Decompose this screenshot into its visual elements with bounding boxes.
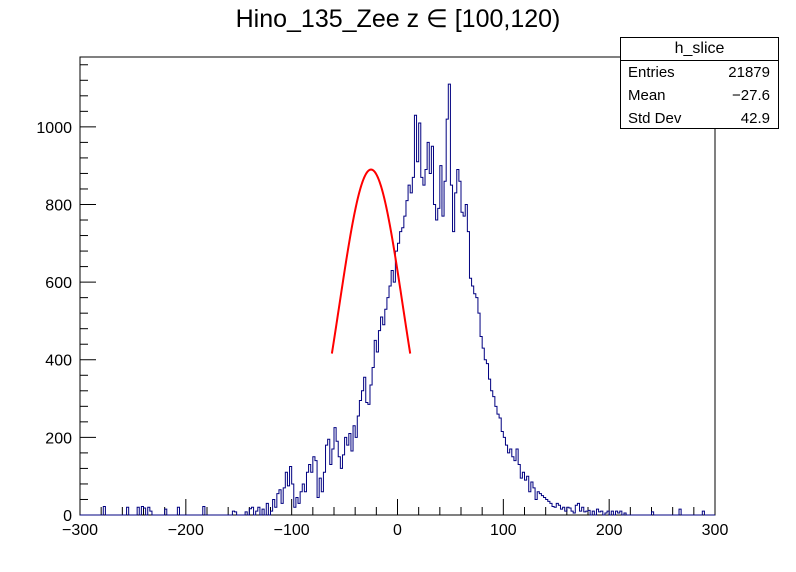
y-tick-label: 600 bbox=[45, 275, 72, 292]
x-tick-label: 300 bbox=[702, 522, 729, 539]
y-tick-label: 1000 bbox=[36, 120, 72, 137]
stats-row-mean: Mean −27.6 bbox=[621, 84, 778, 107]
x-tick-label: 100 bbox=[490, 522, 517, 539]
stats-row-stddev: Std Dev 42.9 bbox=[621, 107, 778, 130]
y-tick-label: 200 bbox=[45, 430, 72, 447]
stats-box: h_slice Entries 21879 Mean −27.6 Std Dev… bbox=[620, 37, 779, 129]
stats-label: Entries bbox=[628, 64, 675, 81]
stats-label: Std Dev bbox=[628, 110, 682, 127]
x-tick-label: 200 bbox=[596, 522, 623, 539]
x-tick-label: 0 bbox=[393, 522, 402, 539]
stats-label: Mean bbox=[628, 87, 666, 104]
y-tick-label: 400 bbox=[45, 353, 72, 370]
stats-value: 42.9 bbox=[740, 110, 770, 127]
histogram-line bbox=[80, 83, 715, 516]
y-tick-label: 800 bbox=[45, 197, 72, 214]
x-tick-label: −200 bbox=[168, 522, 204, 539]
x-tick-label: −300 bbox=[62, 522, 98, 539]
axis-tick-labels: −300 −200 −100 0 100 200 300 0 200 400 600 800 1000 bbox=[36, 120, 728, 539]
stats-value: 21879 bbox=[728, 64, 770, 81]
axis-ticks bbox=[79, 64, 716, 516]
y-tick-label: 0 bbox=[63, 508, 72, 525]
x-tick-label: −100 bbox=[274, 522, 310, 539]
chart-title: Hino_135_Zee z ∈ [100,120) bbox=[235, 5, 561, 33]
stats-box-title: h_slice bbox=[621, 38, 778, 61]
gaussian-fit-curve bbox=[330, 168, 412, 354]
stats-value: −27.6 bbox=[732, 87, 770, 104]
stats-row-entries: Entries 21879 bbox=[621, 61, 778, 84]
